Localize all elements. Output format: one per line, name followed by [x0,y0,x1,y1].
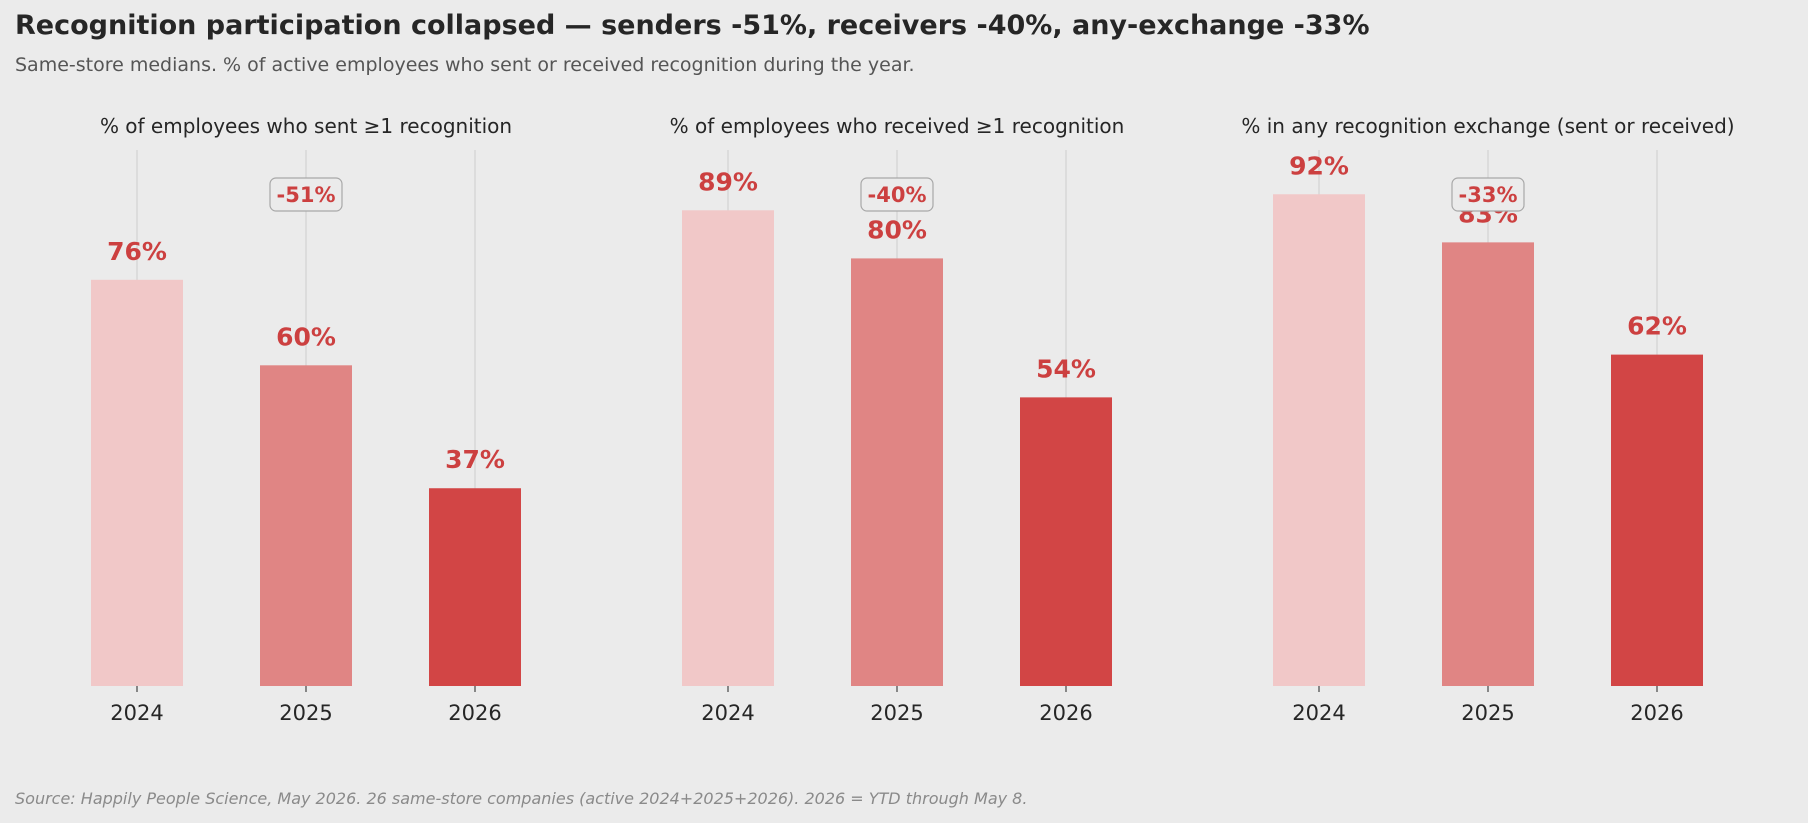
page-subtitle: Same-store medians. % of active employee… [15,54,915,76]
panel-3-value-label-2024: 92% [1289,151,1349,180]
panel-3-bar-2024 [1273,194,1365,686]
panel-2-change-label: -40% [868,183,927,207]
panel-1-value-label-2025: 60% [276,322,336,351]
panel-2-change-badge [860,177,934,212]
source-note: Source: Happily People Science, May 2026… [15,789,1028,808]
panel-2-tick-label-2026: 2026 [1039,701,1092,725]
panel-3-bar-2025 [1442,242,1534,687]
panel-1-tick-label-2024: 2024 [110,701,163,725]
panel-2-tick-label-2025: 2025 [870,701,923,725]
panel-3-title: % in any recognition exchange (sent or r… [1241,114,1734,138]
panel-1-change-badge [269,177,343,212]
panel-3-value-label-2026: 62% [1627,312,1687,341]
panel-1-bar-2025 [260,365,352,686]
panel-1-bar-2024 [91,279,183,686]
panel-1-tick-label-2025: 2025 [279,701,332,725]
panel-2-tick-label-2024: 2024 [701,701,754,725]
panel-2-bar-2025 [851,258,943,686]
panel-3-change-badge [1451,177,1525,212]
panel-1-tick-label-2026: 2026 [448,701,501,725]
panel-2-title: % of employees who received ≥1 recogniti… [670,114,1125,138]
panel-3-bar-2026 [1611,354,1703,686]
panel-3-tick-label-2024: 2024 [1292,701,1345,725]
panel-3-tick-label-2025: 2025 [1461,701,1514,725]
panel-1-change-label: -51% [277,183,336,207]
panel-2-value-label-2024: 89% [698,167,758,196]
panel-1-value-label-2026: 37% [445,445,505,474]
panel-2-value-label-2025: 80% [867,215,927,244]
panel-1-value-label-2024: 76% [107,237,167,266]
panel-1-title: % of employees who sent ≥1 recognition [100,114,512,138]
page-title: Recognition participation collapsed — se… [15,10,1370,41]
panel-3-tick-label-2026: 2026 [1630,701,1683,725]
panel-1-bar-2026 [429,488,521,686]
panel-3-change-label: -33% [1459,183,1518,207]
panel-2-value-label-2026: 54% [1036,354,1096,383]
panel-2-bar-2026 [1020,397,1112,686]
panel-2-bar-2024 [682,210,774,687]
